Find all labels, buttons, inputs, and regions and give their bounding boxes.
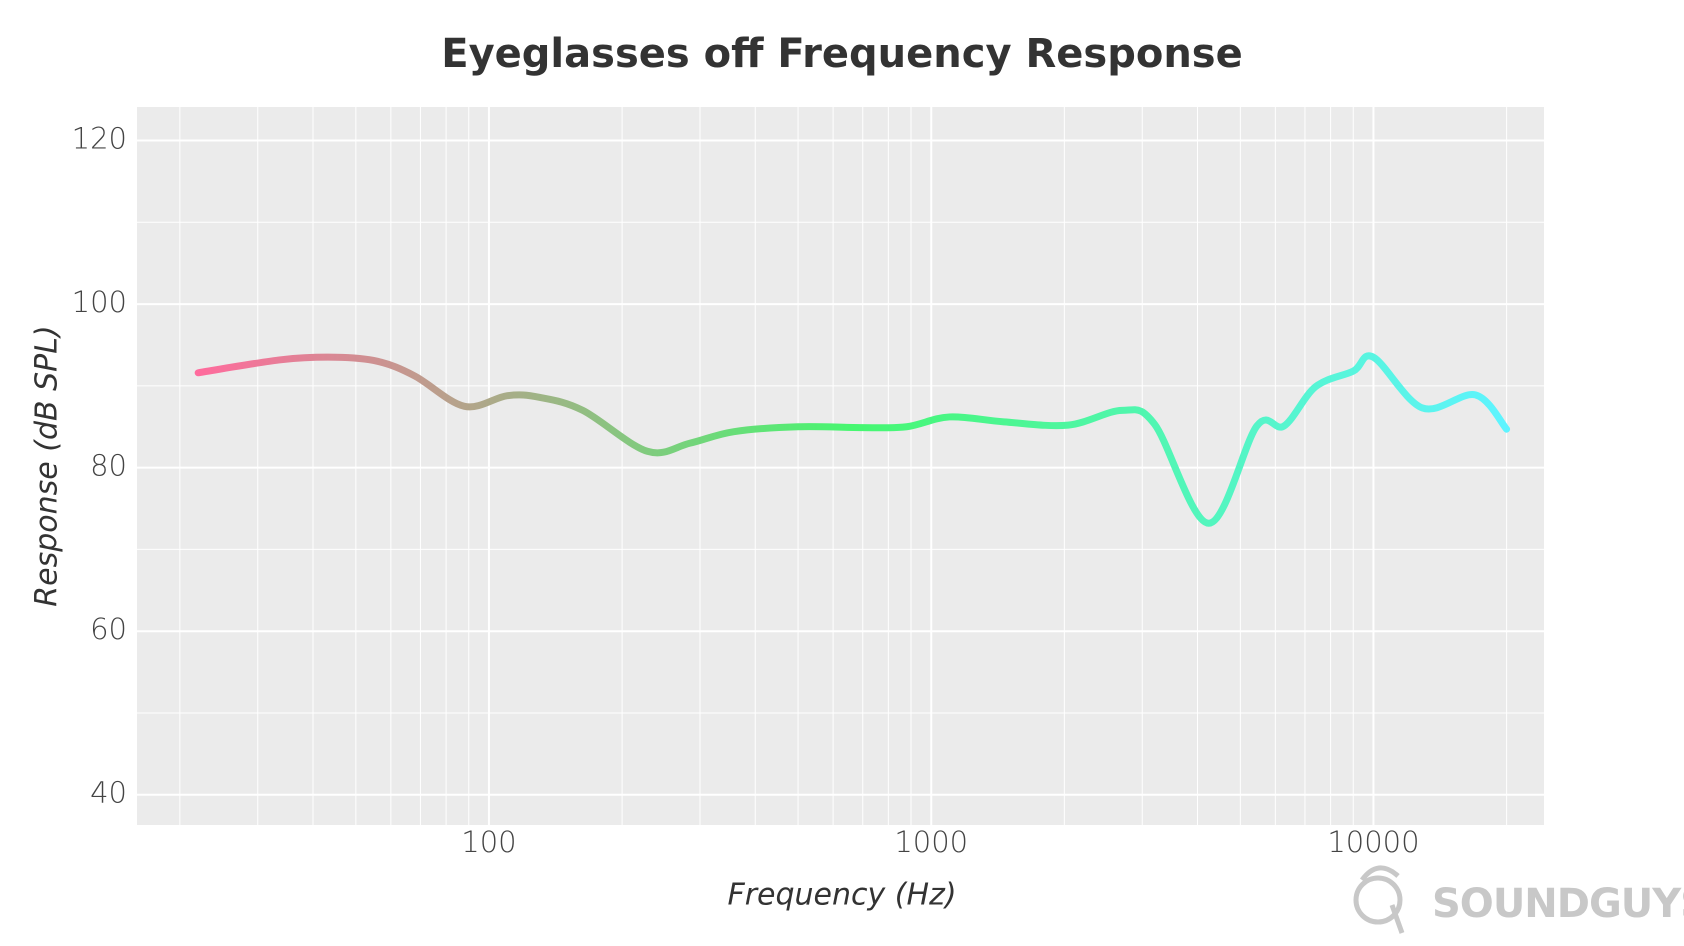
x-tick-label: 10000 (1327, 825, 1419, 859)
watermark-logo (1353, 865, 1405, 934)
watermark: SOUNDGUYS (1432, 881, 1684, 927)
y-tick-label: 80 (90, 449, 127, 483)
x-axis-label: Frequency (Hz) (727, 878, 956, 913)
plot-panel (137, 107, 1544, 825)
y-axis-label: Response (dB SPL) (30, 325, 65, 606)
x-tick-label: 100 (461, 825, 516, 859)
x-tick-label: 1000 (894, 825, 968, 859)
chart-title: Eyeglasses off Frequency Response (441, 31, 1242, 77)
y-tick-label: 60 (90, 612, 127, 646)
response-line (194, 352, 1511, 527)
y-tick-label: 100 (72, 285, 127, 319)
y-tick-label: 40 (90, 776, 127, 810)
y-tick-label: 120 (72, 122, 127, 156)
